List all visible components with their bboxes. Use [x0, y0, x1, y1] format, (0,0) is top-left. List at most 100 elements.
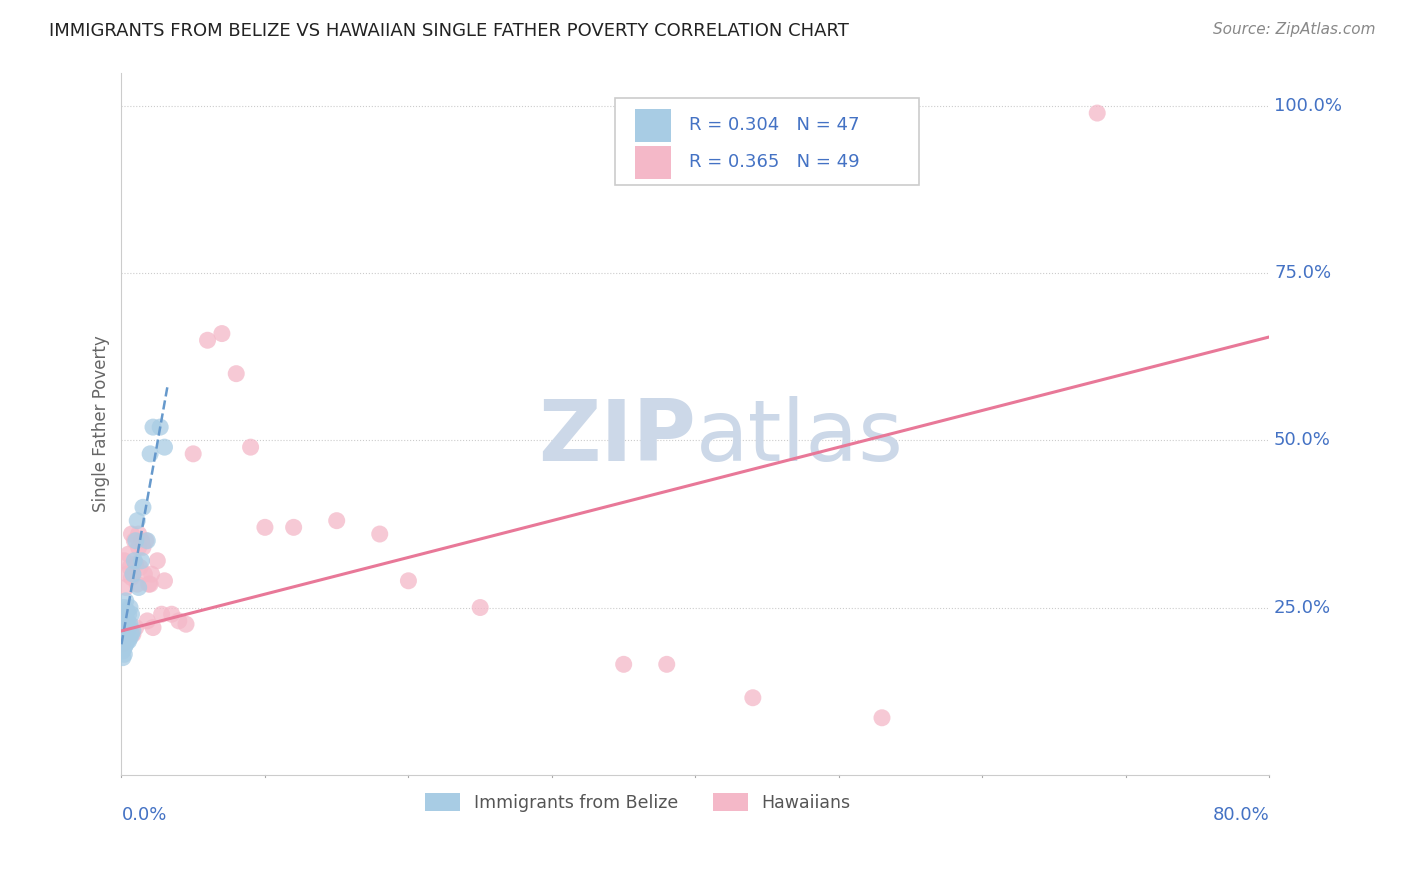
Point — [167, 614, 190, 628]
Point — [174, 617, 197, 632]
Point — [613, 657, 636, 672]
Point — [139, 577, 162, 591]
Point — [153, 440, 176, 454]
Point — [111, 637, 134, 651]
Point — [132, 541, 155, 555]
Point — [118, 621, 141, 635]
Point — [118, 631, 141, 645]
Point — [114, 617, 136, 632]
Point — [114, 594, 136, 608]
Point — [368, 527, 391, 541]
Text: R = 0.365   N = 49: R = 0.365 N = 49 — [689, 153, 859, 171]
Point — [121, 570, 143, 584]
Point — [142, 621, 165, 635]
Point — [136, 533, 159, 548]
Y-axis label: Single Father Poverty: Single Father Poverty — [93, 335, 110, 512]
Point — [131, 554, 153, 568]
Point — [111, 631, 134, 645]
Point — [1085, 106, 1108, 120]
Point — [655, 657, 678, 672]
Point — [325, 514, 347, 528]
Point — [121, 627, 143, 641]
FancyBboxPatch shape — [634, 109, 671, 143]
Point — [239, 440, 262, 454]
Point — [117, 634, 139, 648]
Text: 75.0%: 75.0% — [1274, 264, 1331, 283]
Point — [160, 607, 183, 622]
Text: R = 0.304   N = 47: R = 0.304 N = 47 — [689, 116, 859, 134]
Text: ZIP: ZIP — [537, 396, 696, 479]
FancyBboxPatch shape — [614, 97, 920, 186]
Point — [111, 614, 134, 628]
Point — [131, 533, 153, 548]
Point — [128, 527, 150, 541]
Text: 50.0%: 50.0% — [1274, 432, 1331, 450]
Point — [253, 520, 276, 534]
Point — [125, 533, 148, 548]
Point — [115, 604, 138, 618]
Point — [115, 614, 138, 628]
Point — [117, 607, 139, 622]
Point — [125, 557, 148, 571]
Point — [141, 567, 163, 582]
Point — [112, 634, 135, 648]
Text: 0.0%: 0.0% — [121, 806, 167, 824]
Point — [112, 648, 135, 662]
Point — [118, 617, 141, 632]
Point — [124, 533, 146, 548]
Point — [283, 520, 305, 534]
FancyBboxPatch shape — [634, 145, 671, 179]
Point — [127, 577, 149, 591]
Point — [112, 607, 135, 622]
Point — [128, 581, 150, 595]
Point — [117, 547, 139, 561]
Point — [225, 367, 247, 381]
Point — [112, 640, 135, 655]
Point — [112, 554, 135, 568]
Point — [132, 500, 155, 515]
Point — [115, 634, 138, 648]
Point — [181, 447, 204, 461]
Point — [118, 600, 141, 615]
Point — [114, 607, 136, 622]
Point — [111, 650, 134, 665]
Point — [112, 627, 135, 641]
Point — [111, 617, 134, 632]
Point — [111, 621, 134, 635]
Point — [211, 326, 233, 341]
Point — [134, 567, 156, 582]
Point — [114, 627, 136, 641]
Point — [127, 514, 149, 528]
Legend: Immigrants from Belize, Hawaiians: Immigrants from Belize, Hawaiians — [419, 786, 858, 819]
Point — [112, 600, 135, 615]
Point — [129, 560, 152, 574]
Text: Source: ZipAtlas.com: Source: ZipAtlas.com — [1212, 22, 1375, 37]
Point — [111, 607, 134, 622]
Point — [121, 607, 143, 622]
Point — [112, 614, 135, 628]
Text: atlas: atlas — [696, 396, 904, 479]
Point — [111, 624, 134, 638]
Text: IMMIGRANTS FROM BELIZE VS HAWAIIAN SINGLE FATHER POVERTY CORRELATION CHART: IMMIGRANTS FROM BELIZE VS HAWAIIAN SINGL… — [49, 22, 849, 40]
Point — [741, 690, 763, 705]
Point — [122, 627, 145, 641]
Point — [146, 554, 169, 568]
Point — [118, 560, 141, 574]
Point — [114, 581, 136, 595]
Point — [139, 447, 162, 461]
Text: 80.0%: 80.0% — [1213, 806, 1270, 824]
Point — [142, 420, 165, 434]
Point — [870, 711, 893, 725]
Point — [149, 420, 172, 434]
Text: 25.0%: 25.0% — [1274, 599, 1331, 616]
Point — [125, 621, 148, 635]
Point — [115, 621, 138, 635]
Point — [470, 600, 492, 615]
Point — [111, 644, 134, 658]
Point — [111, 637, 134, 651]
Point — [135, 533, 157, 548]
Text: 100.0%: 100.0% — [1274, 97, 1341, 115]
Point — [153, 574, 176, 588]
Point — [121, 527, 143, 541]
Point — [112, 621, 135, 635]
